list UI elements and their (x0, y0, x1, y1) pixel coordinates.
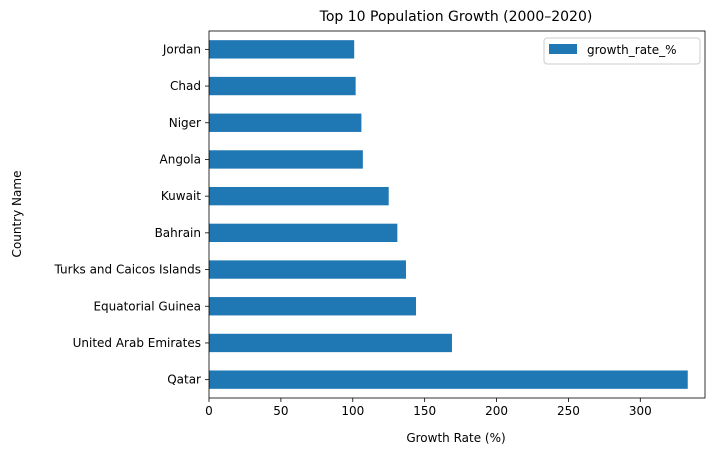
bar (209, 113, 362, 132)
y-tick-label: Niger (169, 116, 201, 130)
x-axis-label: Growth Rate (%) (406, 431, 505, 445)
y-tick-label: Equatorial Guinea (93, 299, 201, 313)
legend: growth_rate_% (543, 37, 701, 65)
bar (209, 370, 688, 389)
y-axis-label: Country Name (10, 171, 24, 258)
bar (209, 297, 417, 316)
x-tick-label: 150 (413, 404, 436, 418)
bar (209, 260, 406, 279)
y-tick-label: Qatar (167, 373, 201, 387)
chart-title: Top 10 Population Growth (2000–2020) (319, 9, 593, 25)
y-tick-label: United Arab Emirates (73, 336, 201, 350)
bar (209, 76, 356, 96)
axes-frame (208, 30, 706, 399)
y-tick-label: Bahrain (155, 226, 201, 240)
y-tick-label: Turks and Caicos Islands (54, 263, 201, 277)
bar (209, 40, 355, 59)
y-tick-label: Chad (170, 79, 201, 93)
legend-frame (543, 37, 701, 65)
legend-swatch (549, 44, 577, 54)
x-tick-label: 300 (629, 404, 652, 418)
y-tick-label: Jordan (162, 42, 201, 56)
x-tick-label: 0 (205, 404, 213, 418)
x-tick-label: 250 (557, 404, 580, 418)
x-tick-label: 50 (273, 404, 288, 418)
x-tick-label: 100 (341, 404, 364, 418)
x-tick-label: 200 (485, 404, 508, 418)
legend-label: growth_rate_% (587, 43, 677, 57)
y-tick-label: Angola (160, 152, 201, 166)
bar (209, 223, 398, 243)
plot-area: Qatar United Arab Emirates Equatorial Guin… (54, 30, 706, 418)
y-tick-label: Kuwait (161, 189, 201, 203)
bar (209, 186, 389, 206)
bar (209, 150, 363, 169)
bar (209, 333, 452, 353)
